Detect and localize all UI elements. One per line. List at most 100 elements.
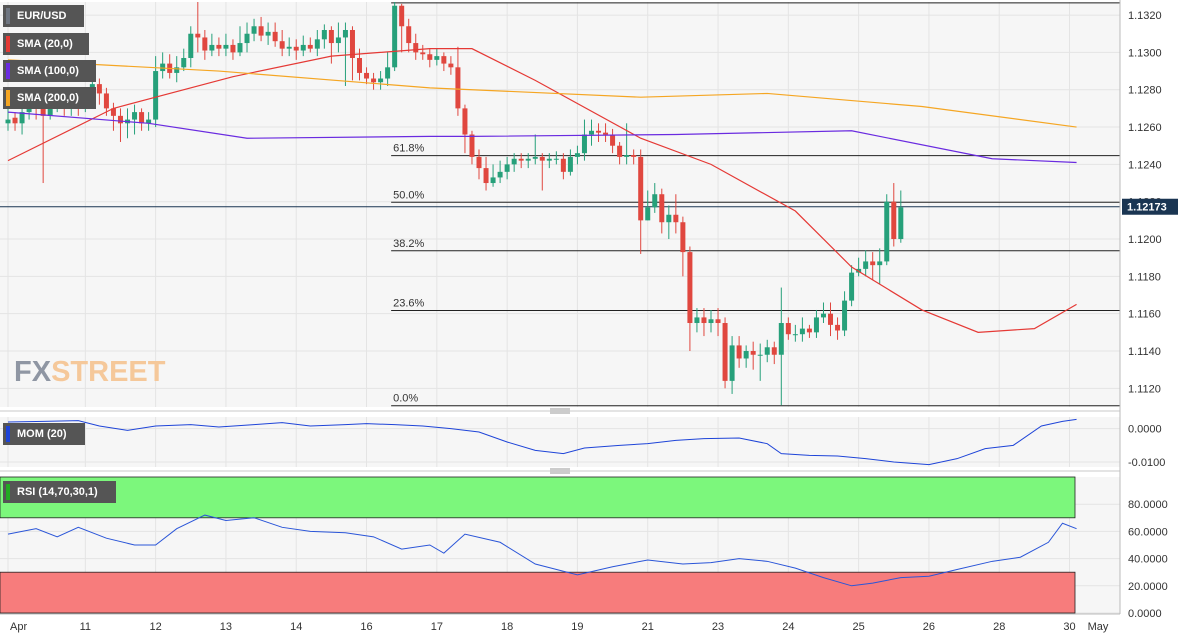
- price-axis-tick: 1.1240: [1128, 159, 1162, 171]
- candle-body: [736, 345, 742, 359]
- candle-body: [265, 31, 271, 36]
- sma-line-0: [7, 48, 1077, 333]
- candle-body: [792, 334, 798, 336]
- rsi-label[interactable]: RSI (14,70,30,1): [3, 481, 116, 503]
- fibonacci-label: 50.0%: [393, 189, 424, 201]
- mom-axis-tick: 0.0000: [1128, 424, 1162, 436]
- time-axis-tick: 11: [80, 621, 91, 633]
- price-axis-tick: 1.1180: [1128, 271, 1161, 283]
- candle-body: [455, 67, 461, 109]
- rsi-axis-tick: 40.0000: [1128, 554, 1168, 566]
- candle-body: [385, 67, 391, 79]
- mom-panel-bg: [0, 417, 1120, 467]
- candle-body: [652, 194, 658, 208]
- price-axis-tick: 1.1140: [1128, 346, 1161, 358]
- sma200-text: SMA (200,0): [17, 92, 79, 104]
- candle-body: [588, 130, 594, 135]
- candle-body: [877, 261, 883, 266]
- price-axis-tick: 1.1320: [1128, 10, 1162, 22]
- candle-body: [19, 112, 25, 124]
- candle-body: [842, 300, 848, 331]
- candle-body: [342, 29, 348, 38]
- candle-body: [364, 72, 370, 79]
- candle-body: [399, 5, 405, 27]
- candle-body: [300, 44, 306, 51]
- candle-body: [335, 37, 341, 44]
- fibonacci-label: 61.8%: [393, 143, 424, 155]
- time-axis-tick: Apr: [10, 621, 27, 633]
- candle-body: [596, 130, 602, 133]
- candle-body: [694, 317, 700, 324]
- candle-body: [153, 71, 159, 120]
- candle-body: [518, 158, 524, 161]
- candle-body: [139, 112, 145, 124]
- candle-body: [378, 78, 384, 83]
- candle-body: [898, 207, 904, 240]
- candle-body: [160, 63, 166, 72]
- sma100-label[interactable]: SMA (100,0): [3, 60, 96, 82]
- symbol-text: EUR/USD: [17, 10, 67, 22]
- rsi-swatch: [6, 484, 10, 500]
- candle-body: [778, 323, 784, 355]
- price-panel-bg: [0, 2, 1120, 407]
- time-axis-tick: 28: [993, 621, 1005, 633]
- candle-body: [673, 214, 679, 223]
- rsi-oversold-zone: [0, 571, 1076, 614]
- candle-body: [624, 155, 630, 157]
- rsi-axis-tick: 0.0000: [1128, 608, 1162, 620]
- candle-body: [483, 168, 489, 184]
- sma20-swatch: [6, 36, 10, 52]
- candle-body: [870, 261, 876, 266]
- candle-body: [328, 29, 334, 44]
- candle-body: [884, 201, 890, 262]
- sma-line-2: [7, 59, 1077, 128]
- time-axis-tick: 26: [923, 621, 935, 633]
- last-price-text: 1.12173: [1127, 202, 1167, 214]
- candle-body: [202, 37, 208, 51]
- sma200-label[interactable]: SMA (200,0): [3, 87, 96, 109]
- candle-body: [272, 31, 278, 42]
- price-axis-tick: 1.1120: [1128, 383, 1161, 395]
- symbol-label[interactable]: EUR/USD: [3, 5, 84, 27]
- candle-body: [638, 156, 644, 221]
- candle-body: [799, 328, 805, 335]
- time-axis-tick: 14: [290, 621, 302, 633]
- candle-body: [701, 317, 707, 324]
- fibonacci-label: 0.0%: [393, 393, 418, 405]
- candle-body: [806, 328, 812, 333]
- rsi-overbought-zone: [0, 476, 1076, 519]
- sma20-label[interactable]: SMA (20,0): [3, 33, 89, 55]
- rsi-axis-tick: 20.0000: [1128, 581, 1168, 593]
- candle-body: [110, 108, 116, 116]
- candle-body: [40, 108, 46, 116]
- candle-body: [617, 145, 623, 157]
- candle-body: [223, 44, 229, 49]
- candle-body: [750, 351, 756, 355]
- candle-body: [188, 33, 194, 58]
- candle-body: [12, 117, 18, 124]
- candle-body: [849, 272, 855, 301]
- candle-body: [891, 201, 897, 240]
- mom-swatch: [6, 426, 10, 442]
- rsi-axis-tick: 80.0000: [1128, 499, 1168, 511]
- candle-body: [476, 156, 482, 169]
- mom-axis-tick: -0.0100: [1128, 457, 1165, 469]
- sma100-text: SMA (100,0): [17, 65, 79, 77]
- candle-body: [757, 354, 763, 356]
- candle-body: [743, 351, 749, 359]
- candle-body: [835, 324, 841, 331]
- candle-body: [230, 44, 236, 53]
- candle-body: [546, 158, 552, 161]
- candle-body: [441, 56, 447, 64]
- candle-body: [820, 313, 826, 318]
- candle-body: [610, 134, 616, 146]
- mom-label[interactable]: MOM (20): [3, 423, 85, 445]
- candle-body: [574, 153, 580, 157]
- candle-body: [715, 319, 721, 324]
- time-axis-tick: 23: [712, 621, 724, 633]
- candle-body: [729, 345, 735, 381]
- price-axis-tick: 1.1200: [1128, 234, 1162, 246]
- time-axis-tick: 17: [431, 621, 443, 633]
- candle-body: [511, 158, 517, 165]
- candle-body: [680, 222, 686, 253]
